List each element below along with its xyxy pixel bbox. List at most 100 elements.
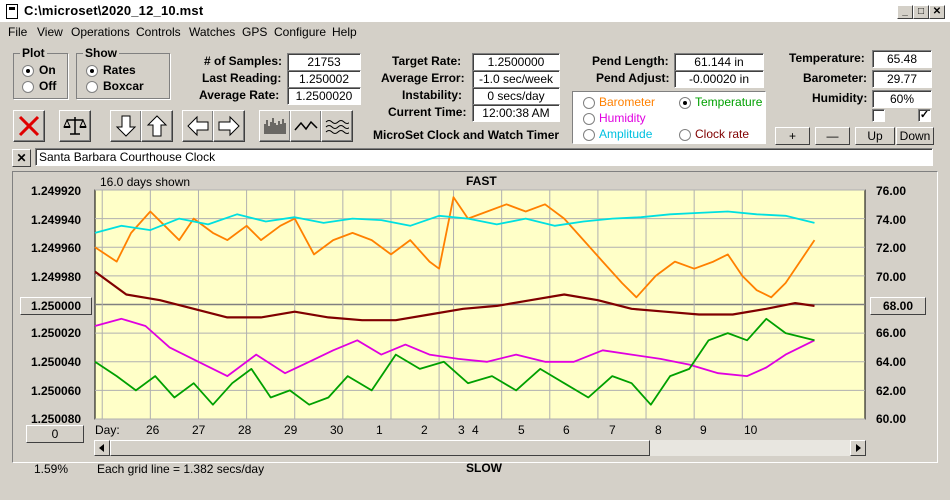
grid-note: Each grid line = 1.382 secs/day [97,462,265,476]
app-caption: MicroSet Clock and Watch Timer [373,128,560,142]
close-window-button[interactable]: ✕ [929,5,945,19]
right-tick: 74.00 [876,213,907,227]
left-tick: 1.249940 [31,213,82,227]
right-tick: 66.00 [876,326,907,340]
temperature-label: Temperature: [789,51,865,65]
menu-watches[interactable]: Watches [189,25,236,39]
option-checkbox-1[interactable] [872,109,885,122]
days-shown-label: 16.0 days shown [100,175,191,189]
clock-rate-radio[interactable] [679,129,691,141]
menu-bar: File View Operations Controls Watches GP… [0,22,950,41]
target-rate-label: Target Rate: [392,54,462,68]
arrow-down-icon [115,115,137,137]
show-boxcar-radio[interactable] [86,81,98,93]
zero-button[interactable]: 0 [26,425,84,443]
day-tick: 5 [518,423,525,437]
current-time-field: 12:00:38 AM [472,104,560,122]
arrow-up-button[interactable] [141,110,173,142]
stop-button[interactable] [13,110,45,142]
scroll-thumb[interactable] [110,440,650,456]
show-group-title: Show [83,46,119,60]
chart-frame [12,171,938,463]
time-scrollbar[interactable] [94,440,866,456]
humidity-field: 60% [872,90,932,108]
up-button[interactable]: Up [855,127,895,145]
amplitude-radio[interactable] [583,129,595,141]
menu-controls[interactable]: Controls [136,25,181,39]
menu-file[interactable]: File [8,25,28,39]
arrow-left-icon [187,115,209,137]
day-tick: 1 [376,423,383,437]
barometer-legend-label: Barometer [599,95,656,109]
decrease-button[interactable]: — [815,127,850,145]
instability-field: 0 secs/day [472,87,560,105]
average-rate-field: 1.2500020 [287,87,361,105]
option-checkbox-2[interactable]: ✓ [918,109,931,122]
barometer-field: 29.77 [872,70,932,88]
humidity-label: Humidity: [812,91,868,105]
right-tick: 60.00 [876,412,907,426]
scroll-left-button[interactable] [94,440,110,456]
wave-icon [325,120,349,134]
pend-adjust-label: Pend Adjust: [596,71,670,85]
arrow-right-button[interactable] [213,110,245,142]
pend-length-label: Pend Length: [592,54,669,68]
menu-operations[interactable]: Operations [71,25,130,39]
day-tick: 4 [472,423,479,437]
left-tick: 1.250040 [31,355,82,369]
minimize-button[interactable]: _ [897,5,913,19]
right-center-button[interactable]: 68.00 [870,297,926,315]
clock-name-field[interactable]: Santa Barbara Courthouse Clock [35,148,933,166]
temperature-radio[interactable] [679,97,691,109]
wave-view-button[interactable] [321,110,353,142]
clear-clock-button[interactable]: ✕ [12,149,31,167]
plot-group-title: Plot [20,46,47,60]
scroll-right-button[interactable] [850,440,866,456]
menu-view[interactable]: View [37,25,63,39]
menu-configure[interactable]: Configure [274,25,327,39]
balance-button[interactable] [59,110,91,142]
red-x-icon [18,115,40,137]
right-tick: 76.00 [876,184,907,198]
fast-label: FAST [466,174,497,188]
menu-gps[interactable]: GPS [242,25,268,39]
series-barometer [94,196,816,299]
temperature-legend-label: Temperature [695,95,763,109]
average-rate-label: Average Rate: [199,88,280,102]
barometer-label: Barometer: [803,71,868,85]
series-clock-rate [94,270,815,322]
down-button[interactable]: Down [896,127,934,145]
show-rates-label: Rates [103,63,136,77]
left-tick: 1.249920 [31,184,82,198]
left-tick: 1.250020 [31,326,82,340]
show-rates-radio[interactable] [86,65,98,77]
maximize-button[interactable]: □ [913,5,929,19]
arrow-down-button[interactable] [110,110,142,142]
day-tick: 29 [284,423,298,437]
plot-off-radio[interactable] [22,81,34,93]
humidity-radio[interactable] [583,113,595,125]
plot-on-label: On [39,63,56,77]
day-tick: 27 [192,423,206,437]
increase-button[interactable]: + [775,127,810,145]
series-amplitude [94,210,815,234]
bars-view-button[interactable] [259,110,291,142]
day-tick: 6 [563,423,570,437]
day-tick: 2 [421,423,428,437]
pend-adjust-field: -0.00020 in [674,70,764,88]
clock-rate-legend-label: Clock rate [695,127,750,141]
samples-label: # of Samples: [204,54,283,68]
day-tick: 7 [609,423,616,437]
app-icon [6,4,18,19]
line-view-button[interactable] [290,110,322,142]
barometer-radio[interactable] [583,97,595,109]
right-tick: 64.00 [876,355,907,369]
window-title: C:\microset\2020_12_10.mst [24,3,204,18]
plot-on-radio[interactable] [22,65,34,77]
left-center-button[interactable]: 1.250000 [20,297,92,315]
bar-graph-icon [264,118,286,134]
percent-readout: 1.59% [34,462,69,476]
arrow-up-icon [146,115,168,137]
menu-help[interactable]: Help [332,25,357,39]
